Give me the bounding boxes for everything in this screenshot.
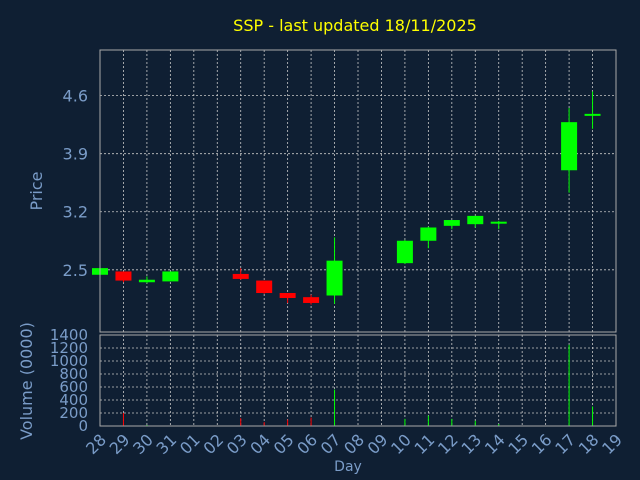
candle-body [232,273,249,279]
candle-body [138,279,155,283]
candle-body [467,215,484,225]
volume-tick-label: 0 [78,417,88,435]
candle-06 [303,294,320,305]
volume-bars [122,344,594,426]
volume-tick-label: 1200 [50,339,88,357]
candle-31 [162,271,179,282]
volume-tick-label: 600 [59,378,88,396]
candle-10 [396,239,413,264]
candle-body [115,271,132,281]
candle-body [326,260,343,296]
day-axis-label: Day [334,459,362,475]
price-tick-label: 4.6 [63,87,88,106]
volume-tick-label: 1000 [50,352,88,370]
volume-tick-label: 1400 [50,326,88,344]
candle-body [490,221,507,224]
price-tick-label: 3.2 [63,203,88,222]
candle-03 [232,268,249,280]
candle-body [279,293,296,298]
candle-body [396,240,413,264]
volume-axis-label: Volume (0000) [17,322,36,440]
candle-13 [467,215,484,228]
candle-04 [256,280,273,294]
candle-body [256,280,273,294]
price-tick-label: 3.9 [63,145,88,164]
price-panel-frame [99,49,617,333]
day-tick-label: 19 [598,430,626,458]
candle-body [584,113,601,116]
volume-tick-label: 400 [59,391,88,409]
candle-17 [561,108,578,193]
candle-05 [279,293,296,303]
candle-12 [443,220,460,230]
candle-14 [490,220,507,230]
candle-body [303,297,320,303]
candle-29 [115,271,132,283]
volume-grid [99,334,617,427]
price-tick-label: 2.5 [63,261,88,280]
volume-tick-label: 200 [59,404,88,422]
candle-30 [138,276,155,284]
price-candles [92,91,601,305]
candle-body [162,271,179,282]
price-axis-label: Price [27,171,46,210]
price-grid [99,50,617,332]
candle-11 [420,226,437,249]
candle-18 [584,91,601,129]
price-axis-ticks: 2.5 3.2 3.9 4.6 [63,87,88,280]
chart-title: SSP - last updated 18/11/2025 [233,16,477,35]
volume-panel-frame [99,334,617,427]
candle-07 [326,237,343,304]
candle-body [420,227,437,241]
volume-tick-label: 800 [59,365,88,383]
day-axis-ticks: 2829303101020304050607080910111213141516… [82,430,626,458]
candle-body [443,220,460,226]
candle-body [561,122,578,171]
